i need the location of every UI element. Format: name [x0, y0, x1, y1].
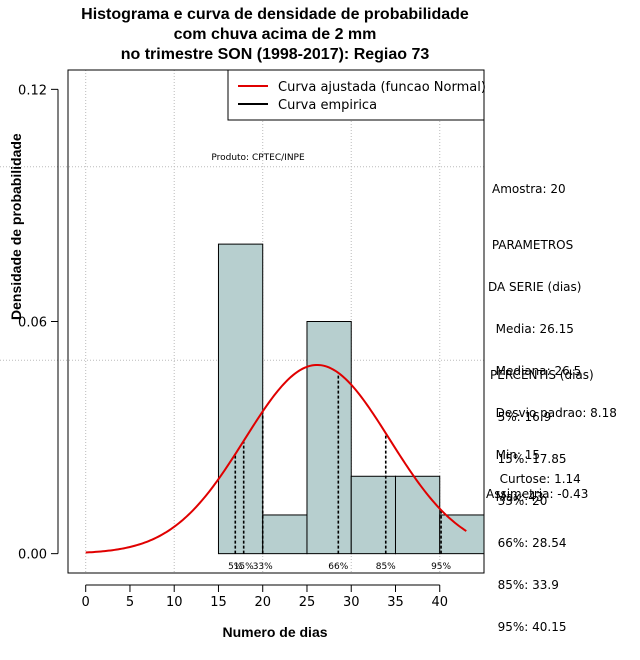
x-tick-label: 35	[387, 595, 404, 610]
percentile-label: 95%	[431, 562, 451, 572]
sample-size-text: Amostra: 20	[492, 182, 566, 196]
histogram-bar	[262, 514, 308, 555]
params-line: DA SERIE (dias)	[488, 280, 582, 294]
x-tick-label: 5	[126, 595, 134, 610]
normal-fit-curve	[85, 363, 467, 554]
percentile-line: 95%: 40.15	[490, 620, 567, 634]
percentiles-block: PERCENTIS (dias) 5%: 16.9 15%: 17.85 33%…	[490, 340, 594, 648]
percentile-label: 66%	[328, 562, 348, 572]
percentile-line: 66%: 28.54	[490, 536, 567, 550]
legend-label: Curva empirica	[278, 98, 377, 113]
y-tick-label: 0.12	[18, 83, 47, 98]
chart-title-line-3: no trimestre SON (1998-2017): Regiao 73	[120, 46, 430, 63]
y-tick-label: 0.06	[18, 316, 47, 331]
product-annotation: Produto: CPTEC/INPE	[211, 153, 305, 163]
histogram-bar	[350, 475, 396, 555]
legend-label: Curva ajustada (funcao Normal)	[278, 80, 486, 95]
x-tick-label: 20	[254, 595, 271, 610]
x-tick-label: 40	[431, 595, 448, 610]
x-tick-label: 25	[299, 595, 316, 610]
histogram-bar	[394, 475, 441, 555]
y-axis-label: Densidade de probabilidade	[8, 133, 24, 320]
skewness-text: Assimetria: -0.43	[486, 487, 589, 501]
params-line: Media: 26.15	[488, 322, 574, 336]
percentile-line: PERCENTIS (dias)	[490, 368, 594, 382]
x-tick-label: 30	[343, 595, 360, 610]
percentile-label: 15%	[234, 562, 254, 572]
x-tick-label: 10	[166, 595, 183, 610]
histogram-bar	[439, 514, 485, 555]
histogram-bar	[306, 321, 352, 555]
chart-title-line-1: Histograma e curva de densidade de proba…	[81, 6, 469, 23]
params-line: Max: 43	[488, 490, 544, 504]
kurtosis-text: Curtose: 1.14	[492, 472, 581, 486]
percentile-label: 5%	[228, 562, 243, 572]
percentile-line: 15%: 17.85	[490, 452, 567, 466]
percentile-label: 33%	[253, 562, 273, 572]
percentile-line: 33%: 20	[490, 494, 548, 508]
x-tick-label: 0	[82, 595, 90, 610]
histogram-bar	[217, 243, 264, 555]
x-axis-label: Numero de dias	[222, 624, 328, 640]
percentile-label: 85%	[376, 562, 396, 572]
chart-title-line-2: com chuva acima de 2 mm	[173, 26, 377, 43]
y-tick-label: 0.00	[18, 548, 47, 563]
percentile-line: 5%: 16.9	[490, 410, 552, 424]
x-tick-label: 15	[210, 595, 227, 610]
params-line: Min: 15	[488, 448, 541, 462]
legend-box	[227, 69, 485, 121]
params-line: Desvio padrao: 8.18	[488, 406, 617, 420]
percentile-line: 85%: 33.9	[490, 578, 559, 592]
series-parameters-block: PARAMETROS DA SERIE (dias) Media: 26.15 …	[488, 210, 617, 518]
params-line: PARAMETROS	[488, 238, 574, 252]
params-line: Mediana: 26.5	[488, 364, 582, 378]
